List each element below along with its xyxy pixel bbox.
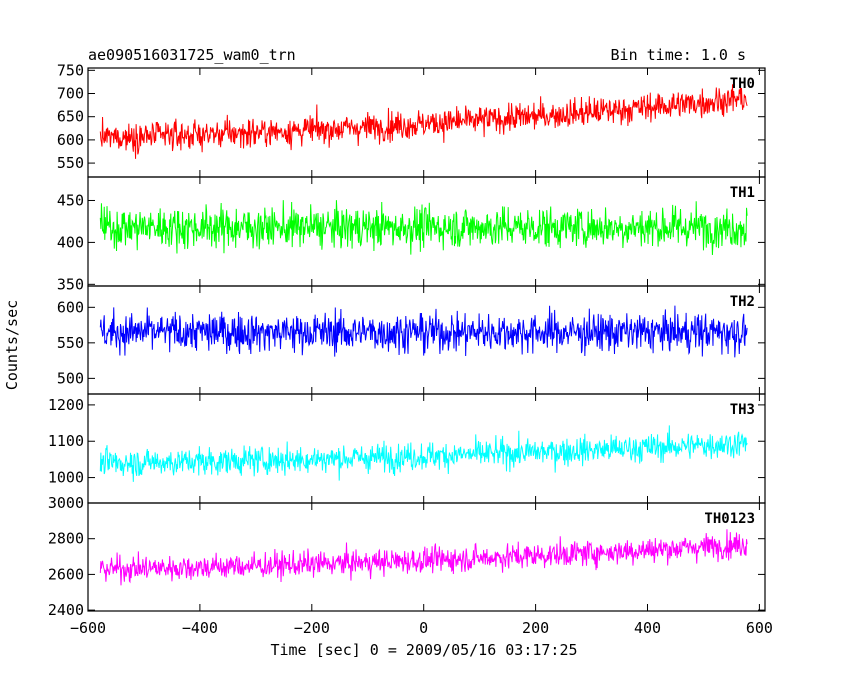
series-line-th1 bbox=[99, 200, 748, 255]
panel-label-th1: TH1 bbox=[730, 185, 755, 201]
series-line-th0 bbox=[99, 84, 748, 159]
y-axis-title: Counts/sec bbox=[3, 300, 21, 390]
x-tick-label: 600 bbox=[746, 619, 773, 637]
y-tick-label: 400 bbox=[57, 233, 84, 251]
y-tick-label: 600 bbox=[57, 298, 84, 316]
panels-group: 550 600 650 700 750 TH0 350 400 450 TH1 500 550 600 T… bbox=[48, 61, 766, 619]
panel-th1: 350 400 450 TH1 bbox=[57, 176, 766, 293]
y-tick-label: 350 bbox=[57, 275, 84, 293]
x-tick-label: 200 bbox=[522, 619, 549, 637]
y-tick-label: 2600 bbox=[48, 565, 84, 583]
x-tick-label: 400 bbox=[634, 619, 661, 637]
panel-label-th2: TH2 bbox=[730, 294, 755, 310]
y-tick-label: 2800 bbox=[48, 530, 84, 548]
y-tick-label: 450 bbox=[57, 191, 84, 209]
panel-label-th3: TH3 bbox=[730, 402, 755, 418]
y-tick-label: 750 bbox=[57, 61, 84, 79]
panel-label-th0: TH0 bbox=[730, 76, 755, 92]
x-axis-title: Time [sec] 0 = 2009/05/16 03:17:25 bbox=[270, 641, 577, 659]
y-tick-label: 1100 bbox=[48, 432, 84, 450]
panel-th0123: 2400 2600 2800 3000 TH0123 bbox=[48, 494, 766, 619]
y-tick-label: 650 bbox=[57, 108, 84, 126]
y-tick-label: 600 bbox=[57, 131, 84, 149]
panel-frame-th2 bbox=[87, 285, 766, 395]
panel-th3: 1000 1100 1200 TH3 bbox=[48, 393, 766, 504]
y-tick-label: 1000 bbox=[48, 469, 84, 487]
panel-label-th0123: TH0123 bbox=[704, 511, 755, 527]
series-line-th2 bbox=[99, 305, 748, 358]
x-tick-label: −400 bbox=[182, 619, 218, 637]
x-tick-label: −600 bbox=[70, 619, 106, 637]
x-tick-label: −200 bbox=[294, 619, 330, 637]
chart-title-right: Bin time: 1.0 s bbox=[611, 46, 746, 64]
y-tick-label: 2400 bbox=[48, 601, 84, 619]
y-tick-label: 550 bbox=[57, 334, 84, 352]
panel-frame-th0123 bbox=[87, 502, 766, 612]
chart-title-left: ae090516031725_wam0_trn bbox=[88, 46, 296, 64]
x-tick-label: 0 bbox=[419, 619, 428, 637]
series-line-th3 bbox=[99, 425, 748, 482]
y-tick-label: 1200 bbox=[48, 396, 84, 414]
y-tick-label: 700 bbox=[57, 85, 84, 103]
y-tick-label: 550 bbox=[57, 154, 84, 172]
y-tick-label: 500 bbox=[57, 369, 84, 387]
panel-th2: 500 550 600 TH2 bbox=[57, 285, 766, 395]
series-line-th0123 bbox=[99, 529, 748, 586]
y-tick-label: 3000 bbox=[48, 494, 84, 512]
panel-th0: 550 600 650 700 750 TH0 bbox=[57, 61, 766, 178]
x-axis: −600 −400 −200 0 200 400 600 bbox=[70, 619, 773, 637]
